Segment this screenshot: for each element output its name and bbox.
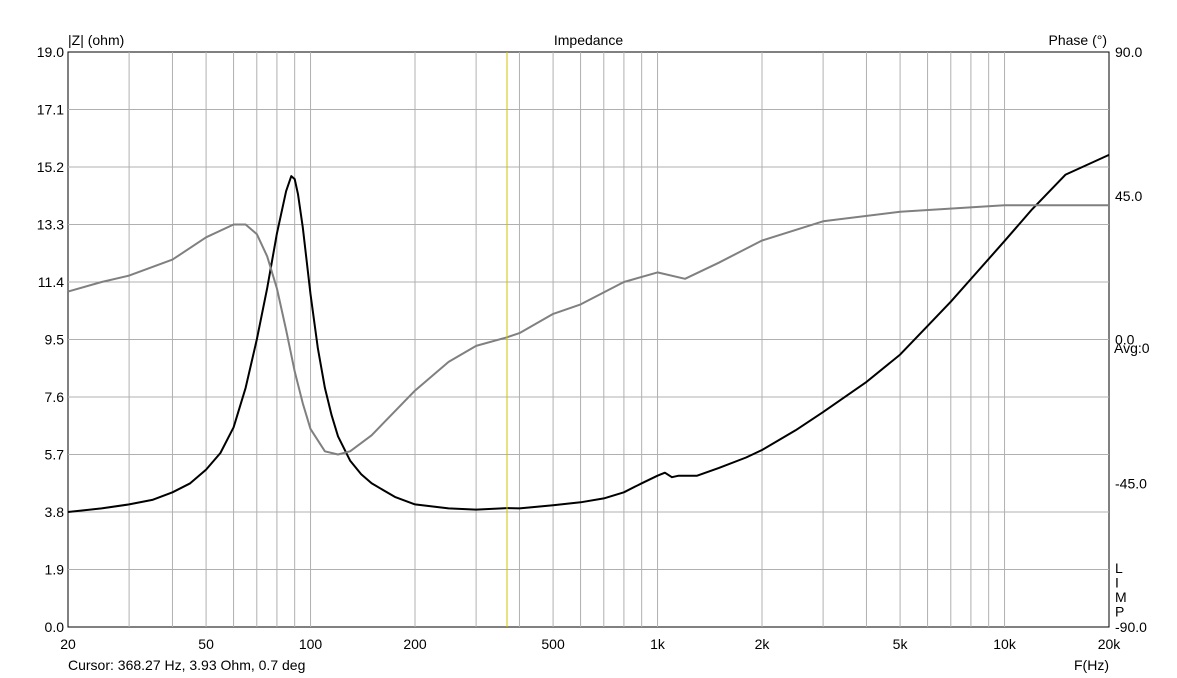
- x-tick-label: 10k: [993, 636, 1017, 652]
- y-tick-label: 3.8: [45, 504, 65, 520]
- y2-tick-label: 45.0: [1115, 188, 1142, 204]
- y-tick-label: 11.4: [38, 274, 64, 290]
- y-tick-label: 19.0: [37, 44, 64, 60]
- y2-tick-label: 90.0: [1115, 44, 1142, 60]
- cursor-readout: Cursor: 368.27 Hz, 3.93 Ohm, 0.7 deg: [68, 657, 306, 673]
- y-tick-label: 17.1: [37, 102, 64, 118]
- y2-axis-label: Phase (°): [1048, 32, 1107, 48]
- side-letter: L: [1115, 560, 1123, 576]
- y-axis-label: |Z| (ohm): [68, 32, 124, 48]
- y-tick-label: 0.0: [45, 619, 65, 635]
- phase-curve: [67, 204, 1109, 456]
- x-tick-label: 100: [299, 636, 323, 652]
- x-tick-label: 20k: [1098, 636, 1122, 652]
- x-tick-label: 200: [403, 636, 427, 652]
- avg-label: Avg:0: [1114, 340, 1150, 356]
- y-tick-label: 1.9: [45, 562, 65, 578]
- x-tick-labels: 20 50 100 200 500 1k 2k 5k 10k 20k: [60, 636, 1121, 652]
- y-tick-label: 13.3: [37, 217, 64, 233]
- x-tick-label: 20: [60, 636, 76, 652]
- side-letter: P: [1115, 604, 1124, 620]
- y-tick-label: 7.6: [45, 389, 65, 405]
- y-tick-labels: 0.0 1.9 3.8 5.7 7.6 9.5 11.4 13.3 15.2 17.1 19.0: [37, 44, 64, 635]
- y-tick-label: 15.2: [37, 159, 64, 175]
- x-axis-label: F(Hz): [1074, 657, 1109, 673]
- side-letter: I: [1115, 575, 1119, 591]
- x-tick-label: 50: [198, 636, 214, 652]
- chart-title: Impedance: [554, 32, 623, 48]
- series-layer: [67, 153, 1110, 513]
- y-tick-label: 5.7: [45, 447, 65, 463]
- impedance-magnitude-curve: [67, 153, 1110, 513]
- side-letter: M: [1115, 589, 1127, 605]
- x-tick-label: 1k: [650, 636, 666, 652]
- y2-tick-label: -45.0: [1115, 475, 1147, 491]
- x-tick-label: 5k: [893, 636, 909, 652]
- y2-tick-label: 0.0: [1115, 332, 1135, 348]
- y2-tick-label: -90.0: [1115, 619, 1147, 635]
- y-tick-label: 9.5: [45, 332, 65, 348]
- y2-tick-labels: 90.0 45.0 0.0 -45.0 -90.0: [1115, 44, 1147, 635]
- x-tick-label: 500: [541, 636, 565, 652]
- x-tick-label: 2k: [755, 636, 771, 652]
